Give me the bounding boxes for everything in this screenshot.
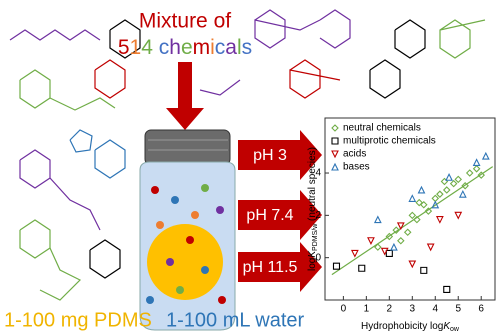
- bottle: [139, 129, 236, 331]
- point: [350, 249, 359, 258]
- point: [408, 194, 417, 202]
- molecules: [9, 9, 486, 301]
- x-axis-label: Hydrophobicity logKow: [361, 321, 460, 333]
- point: [445, 173, 453, 181]
- point: [408, 211, 417, 220]
- point: [373, 215, 382, 224]
- x-tick-label: 3: [410, 304, 416, 315]
- ph-label: pH 3: [253, 147, 287, 164]
- x-label-part: K: [443, 321, 451, 332]
- legend-marker: [331, 162, 339, 171]
- y-tick-label: 4: [315, 168, 321, 179]
- fit-line: [331, 166, 494, 276]
- footer-pdms: 1-100 mg PDMS: [4, 309, 152, 331]
- x-tick-label: 6: [478, 304, 484, 315]
- title-line1: Mixture of: [139, 10, 231, 33]
- x-label-part: ow: [450, 326, 460, 333]
- point: [435, 216, 444, 224]
- legend-marker: [331, 150, 339, 159]
- point: [390, 242, 398, 251]
- legend-marker: [331, 124, 339, 132]
- point: [472, 158, 481, 166]
- point: [481, 151, 490, 160]
- point: [380, 247, 389, 256]
- point: [477, 171, 485, 179]
- x-tick-label: 0: [341, 304, 347, 315]
- point: [465, 169, 474, 177]
- x-label-part: Hydrophobicity log: [361, 321, 443, 332]
- x-tick-label: 4: [432, 304, 438, 315]
- point: [396, 222, 405, 231]
- y-label-part: log: [307, 258, 318, 271]
- legend-marker: [331, 137, 339, 145]
- point: [397, 236, 405, 245]
- point: [420, 266, 428, 274]
- x-tick-label: 5: [455, 304, 461, 315]
- point: [374, 243, 382, 251]
- point: [415, 198, 423, 207]
- point: [403, 228, 412, 237]
- x-tick-label: 2: [387, 304, 393, 315]
- point: [461, 181, 469, 190]
- ph-label: pH 11.5: [243, 259, 298, 276]
- legend-label: bases: [343, 162, 370, 173]
- point: [392, 226, 400, 234]
- point: [436, 190, 444, 198]
- down-arrow: [166, 62, 204, 130]
- point: [385, 232, 394, 241]
- legend-label: neutral chemicals: [343, 123, 421, 134]
- point: [449, 179, 458, 188]
- point: [454, 211, 463, 220]
- point: [408, 260, 417, 269]
- point: [424, 207, 433, 215]
- y-tick-label: 0: [315, 252, 321, 263]
- point: [417, 185, 426, 194]
- y-axis-label: logKPDMS/w (neutral species): [307, 147, 319, 271]
- point: [431, 200, 440, 209]
- point: [472, 165, 481, 173]
- point: [413, 215, 421, 224]
- y-label-part: PDMS/w: [312, 223, 319, 251]
- x-tick-label: 1: [364, 304, 370, 315]
- ph-label: pH 7.4: [246, 207, 293, 224]
- ph-arrows: pH 3 pH 7.4 pH 11.5: [238, 130, 322, 292]
- footer-water: 1-100 mL water: [166, 309, 305, 331]
- point: [367, 237, 375, 245]
- point: [458, 189, 467, 198]
- point: [358, 264, 366, 272]
- legend-label: multiprotic chemicals: [343, 136, 436, 147]
- y-label-part: (neutral species): [307, 147, 318, 224]
- y-label-part: K: [307, 250, 318, 258]
- y-tick-label: 2: [315, 210, 321, 221]
- legend-label: acids: [343, 149, 366, 160]
- point: [426, 243, 435, 252]
- point: [332, 262, 341, 270]
- point: [443, 285, 451, 293]
- plot-frame: [324, 117, 496, 301]
- point: [442, 186, 451, 194]
- point: [454, 175, 463, 184]
- title-line2: 514 chemicals: [118, 36, 252, 59]
